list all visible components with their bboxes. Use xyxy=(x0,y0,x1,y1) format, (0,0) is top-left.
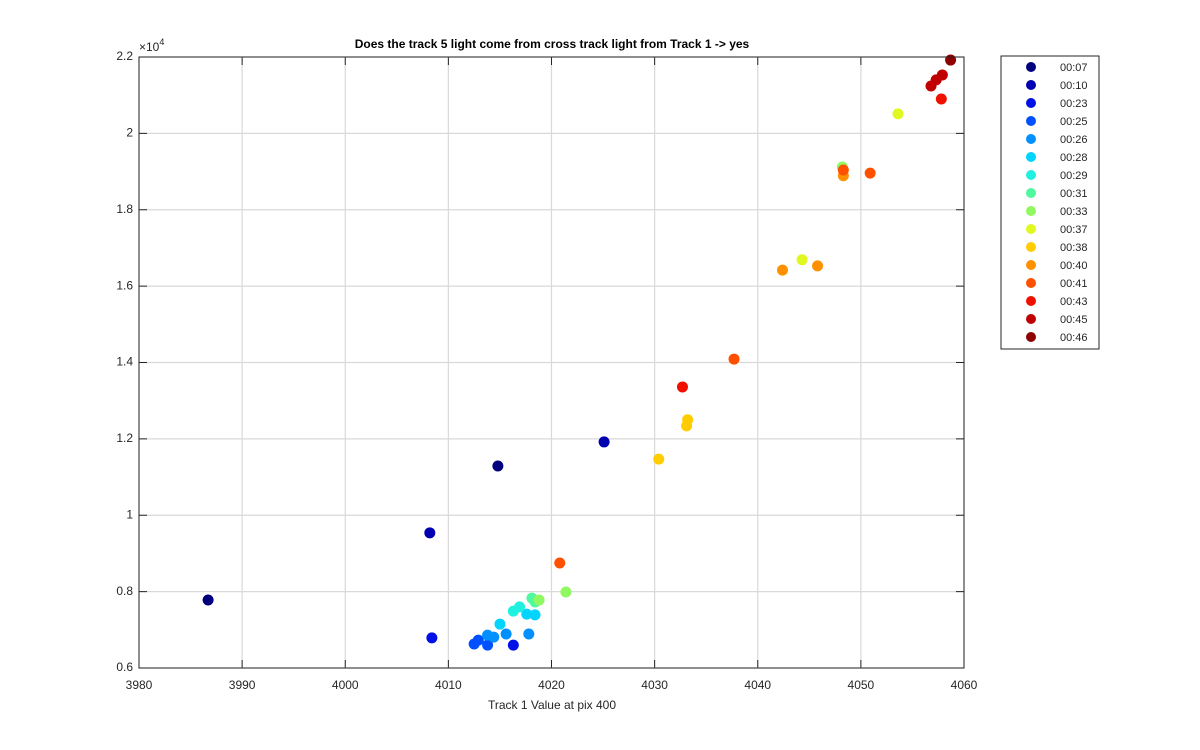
y-tick-label: 2 xyxy=(126,126,133,140)
scatter-point xyxy=(682,414,694,426)
scatter-point xyxy=(812,260,824,272)
scatter-point xyxy=(500,628,512,640)
chart-title: Does the track 5 light come from cross t… xyxy=(355,37,750,51)
legend-marker xyxy=(1026,224,1036,234)
y-multiplier: ×104 xyxy=(139,37,164,54)
legend-marker xyxy=(1026,260,1036,270)
legend-label: 00:43 xyxy=(1060,296,1088,308)
legend-label: 00:29 xyxy=(1060,170,1088,182)
scatter-point xyxy=(514,601,526,613)
y-tick-label: 1.4 xyxy=(116,355,133,369)
scatter-point xyxy=(482,639,494,651)
legend-marker xyxy=(1026,170,1036,180)
y-tick-label: 1.6 xyxy=(116,278,133,292)
scatter-point xyxy=(554,557,566,569)
y-tick-label: 1.8 xyxy=(116,202,133,216)
legend-marker xyxy=(1026,80,1036,90)
legend-label: 00:33 xyxy=(1060,206,1088,218)
y-multiplier-exponent: 4 xyxy=(159,37,164,47)
x-tick-label: 4060 xyxy=(951,678,978,692)
scatter-point xyxy=(777,264,788,276)
scatter-point xyxy=(676,381,688,393)
legend-label: 00:37 xyxy=(1060,224,1088,236)
scatter-point xyxy=(426,632,438,644)
x-tick-label: 4050 xyxy=(848,678,875,692)
scatter-point xyxy=(488,631,500,643)
y-multiplier-base: ×10 xyxy=(139,40,160,54)
legend-label: 00:45 xyxy=(1060,314,1088,326)
legend-marker xyxy=(1026,314,1036,324)
x-tick-label: 4040 xyxy=(744,678,771,692)
scatter-point xyxy=(523,628,535,640)
legend-marker xyxy=(1026,98,1036,108)
legend-box xyxy=(1000,55,1100,350)
scatter-point xyxy=(728,353,740,365)
scatter-point xyxy=(598,436,610,448)
legend-marker xyxy=(1026,62,1036,72)
legend-label: 00:10 xyxy=(1060,80,1088,92)
scatter-point xyxy=(507,639,519,651)
scatter-point xyxy=(653,453,665,465)
legend-label: 00:25 xyxy=(1060,116,1088,128)
scatter-point xyxy=(529,609,541,621)
legend-label: 00:41 xyxy=(1060,278,1088,290)
scatter-point xyxy=(796,254,808,266)
y-tick-label: 1.2 xyxy=(116,431,133,445)
y-tick-label: 2.2 xyxy=(116,49,133,63)
legend-marker xyxy=(1026,332,1036,342)
scatter-point xyxy=(837,164,849,176)
legend: 00:07 00:10 00:23 00:25 00:26 00:28 00:29 00:31… xyxy=(1000,55,1100,350)
scatter-point xyxy=(424,527,436,539)
scatter-point xyxy=(202,594,214,606)
legend-marker xyxy=(1026,116,1036,126)
legend-label: 00:38 xyxy=(1060,242,1088,254)
legend-marker xyxy=(1026,134,1036,144)
x-tick-label: 4010 xyxy=(435,678,462,692)
legend-label: 00:23 xyxy=(1060,98,1088,110)
x-tick-label: 4020 xyxy=(538,678,565,692)
legend-label: 00:07 xyxy=(1060,62,1088,74)
legend-marker xyxy=(1026,206,1036,216)
legend-marker xyxy=(1026,278,1036,288)
scatter-point xyxy=(864,167,876,179)
scatter-point xyxy=(936,69,948,81)
legend-label: 00:46 xyxy=(1060,332,1088,344)
scatter-point xyxy=(935,93,947,105)
y-tick-label: 1 xyxy=(126,507,133,521)
scatter-point xyxy=(945,54,957,66)
legend-label: 00:31 xyxy=(1060,188,1088,200)
scatter-point xyxy=(521,608,533,620)
x-axis-label: Track 1 Value at pix 400 xyxy=(488,698,616,712)
scatter-point xyxy=(533,594,545,606)
x-tick-label: 3990 xyxy=(229,678,256,692)
scatter-point xyxy=(472,634,484,646)
legend-marker xyxy=(1026,188,1036,198)
y-tick-label: 0.6 xyxy=(116,660,133,674)
legend-marker xyxy=(1026,242,1036,252)
x-tick-label: 3980 xyxy=(126,678,153,692)
legend-label: 00:28 xyxy=(1060,152,1088,164)
legend-label: 00:26 xyxy=(1060,134,1088,146)
scatter-point xyxy=(560,586,572,598)
y-tick-label: 0.8 xyxy=(116,584,133,598)
axes-box xyxy=(138,56,965,669)
scatter-point xyxy=(892,108,904,120)
legend-label: 00:40 xyxy=(1060,260,1088,272)
scatter-point xyxy=(492,460,504,472)
marks xyxy=(202,54,957,651)
legend-marker xyxy=(1026,152,1036,162)
x-tick-label: 4000 xyxy=(332,678,359,692)
x-tick-label: 4030 xyxy=(641,678,668,692)
scatter-point xyxy=(494,618,506,630)
legend-marker xyxy=(1026,296,1036,306)
